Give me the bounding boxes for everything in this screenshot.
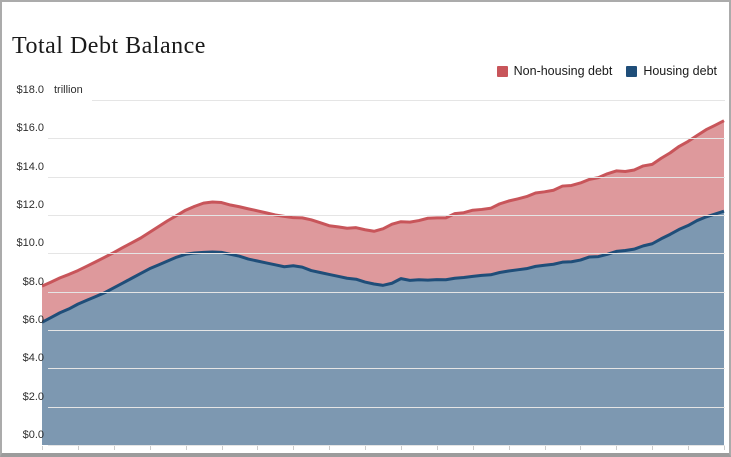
y-tick-label: $2.0	[22, 391, 44, 403]
x-tick-mark	[77, 446, 79, 450]
y-axis-unit-label: trillion	[54, 84, 83, 96]
gridline	[48, 368, 725, 369]
x-tick-mark	[616, 446, 618, 450]
x-tick-mark	[508, 446, 510, 450]
gridline	[48, 177, 725, 178]
x-tick-mark	[688, 446, 690, 450]
y-tick-label: $12.0	[16, 199, 44, 211]
legend-label: Non-housing debt	[513, 64, 613, 78]
total-debt-line	[42, 119, 725, 288]
x-tick-mark	[113, 446, 115, 450]
gridline	[48, 138, 725, 139]
legend-item-non-housing-debt[interactable]: Non-housing debt	[496, 64, 613, 78]
gridline	[48, 407, 725, 408]
y-tick-label: $16.0	[16, 122, 44, 134]
gridline	[92, 100, 725, 101]
y-tick-label: $18.0	[16, 84, 44, 96]
y-tick-label: $6.0	[22, 314, 44, 326]
x-tick-mark	[293, 446, 295, 450]
x-tick-mark	[436, 446, 438, 450]
housing-debt-area[interactable]	[42, 211, 724, 445]
gridline	[48, 330, 725, 331]
housing-debt-swatch-icon	[626, 65, 638, 77]
gridline	[48, 253, 725, 254]
y-tick-label: $14.0	[16, 161, 44, 173]
y-tick-label: $10.0	[16, 237, 44, 249]
x-tick-mark	[257, 446, 259, 450]
x-tick-mark	[149, 446, 151, 450]
x-tick-mark	[544, 446, 546, 450]
x-tick-mark	[329, 446, 331, 450]
gridline	[48, 292, 725, 293]
non-housing-debt-swatch-icon	[496, 65, 508, 77]
legend-label: Housing debt	[643, 64, 717, 78]
x-tick-mark	[400, 446, 402, 450]
y-tick-label: $4.0	[22, 352, 44, 364]
gridline	[48, 215, 725, 216]
x-tick-mark	[724, 446, 725, 450]
legend-item-housing-debt[interactable]: Housing debt	[626, 64, 717, 78]
x-tick-mark	[580, 446, 582, 450]
x-tick-mark	[365, 446, 367, 450]
non-housing-debt-area[interactable]	[42, 120, 724, 323]
stacked-area-chart-canvas[interactable]	[42, 100, 725, 446]
x-tick-mark	[42, 446, 43, 450]
legend: Non-housing debt Housing debt	[496, 64, 717, 78]
y-tick-label: $8.0	[22, 276, 44, 288]
y-tick-label: $0.0	[22, 429, 44, 441]
x-tick-mark	[185, 446, 187, 450]
page-title: Total Debt Balance	[12, 33, 206, 59]
x-tick-mark	[472, 446, 474, 450]
gridline	[48, 445, 725, 446]
x-tick-mark	[652, 446, 654, 450]
x-tick-mark	[221, 446, 223, 450]
